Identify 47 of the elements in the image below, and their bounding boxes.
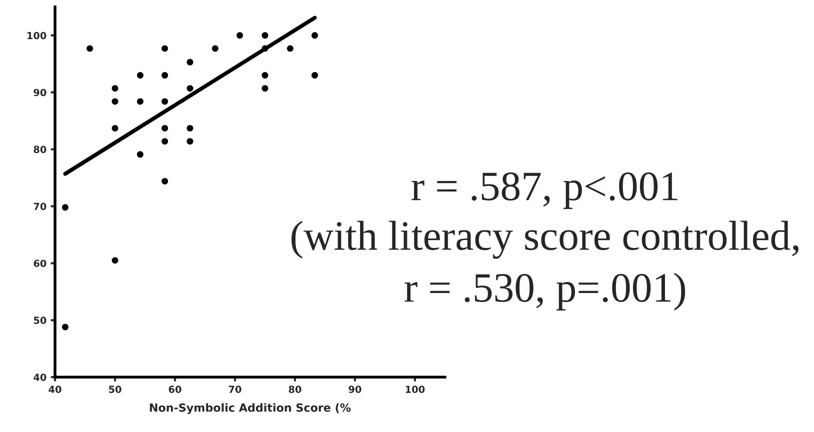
annotation: (with literacy score controlled,: [292, 220, 798, 259]
point: [162, 178, 168, 184]
x-tick-label: 40: [48, 386, 62, 393]
point: [262, 72, 268, 79]
point: [62, 204, 68, 211]
y-tick-label: 100: [27, 32, 46, 40]
point: [262, 85, 268, 92]
point: [186, 85, 194, 92]
point: [162, 98, 168, 105]
point: [186, 138, 194, 145]
point: [162, 45, 168, 52]
x-tick-label: 70: [228, 386, 242, 393]
point: [162, 72, 168, 79]
point: [112, 98, 118, 105]
point: [312, 72, 318, 79]
y-tick-label: 40: [34, 374, 46, 381]
point: [262, 32, 268, 39]
x-tick-label: 80: [288, 386, 302, 393]
y-tick-label: 80: [34, 146, 46, 154]
point: [286, 45, 294, 52]
point: [136, 72, 144, 79]
x-tick-label: 60: [168, 386, 182, 393]
point: [212, 45, 218, 52]
x-tick-label: 100: [406, 386, 425, 393]
annotation: r = .530, p=.001): [404, 272, 686, 310]
point: [86, 45, 94, 52]
point: [136, 151, 144, 158]
x-axis-title: Non-Symbolic Addition Score (%: [150, 403, 351, 414]
point: [112, 85, 118, 92]
point: [62, 324, 68, 330]
y-tick-label: 60: [34, 260, 46, 268]
point: [162, 138, 168, 145]
point: [186, 124, 194, 132]
x-tick-label: 50: [109, 386, 122, 393]
point: [162, 124, 168, 132]
y-tick-label: 70: [34, 202, 46, 210]
point: [312, 32, 318, 39]
point: [236, 32, 244, 39]
point: [186, 58, 194, 66]
y-tick-label: 50: [34, 316, 46, 324]
annotation: r = .587, p<.001: [412, 172, 678, 209]
point: [112, 124, 118, 132]
point: [262, 45, 268, 52]
point: [136, 98, 144, 105]
y-tick-label: 90: [34, 88, 46, 96]
x-tick-label: 90: [348, 386, 362, 393]
point: [112, 257, 118, 264]
